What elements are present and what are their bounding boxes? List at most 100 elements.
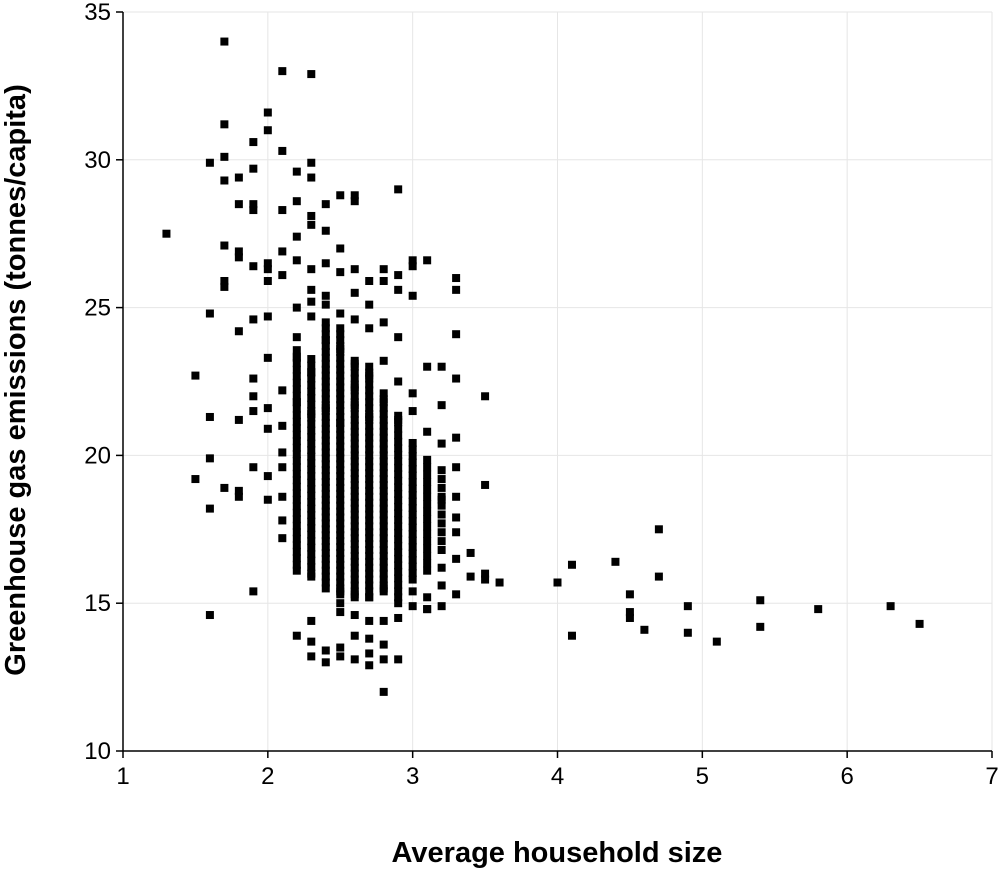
data-point xyxy=(365,504,374,513)
data-point xyxy=(379,421,388,430)
data-point xyxy=(336,395,345,404)
data-point xyxy=(379,616,388,625)
data-point xyxy=(307,368,316,377)
data-point xyxy=(394,470,403,479)
data-point xyxy=(379,427,388,436)
data-point xyxy=(321,342,330,351)
data-point xyxy=(394,463,403,472)
data-point xyxy=(205,504,214,513)
data-point xyxy=(321,395,330,404)
data-point xyxy=(350,415,359,424)
data-point xyxy=(307,652,316,661)
data-point xyxy=(365,410,374,419)
data-point xyxy=(278,448,287,457)
data-point xyxy=(408,569,417,578)
data-point xyxy=(321,300,330,309)
data-point xyxy=(336,401,345,410)
data-point xyxy=(452,374,461,383)
data-point xyxy=(336,430,345,439)
data-point xyxy=(437,563,446,572)
data-point xyxy=(205,412,214,421)
data-point xyxy=(292,469,301,478)
data-point xyxy=(481,480,490,489)
data-point xyxy=(408,291,417,300)
data-point xyxy=(350,655,359,664)
data-point xyxy=(365,557,374,566)
data-point xyxy=(437,602,446,611)
data-point xyxy=(408,464,417,473)
data-point xyxy=(394,567,403,576)
data-point xyxy=(292,303,301,312)
data-point xyxy=(191,371,200,380)
data-point xyxy=(350,563,359,572)
data-point xyxy=(321,525,330,534)
data-point xyxy=(234,415,243,424)
data-point xyxy=(321,560,330,569)
x-tick-label: 4 xyxy=(551,763,564,790)
data-point xyxy=(379,522,388,531)
data-point xyxy=(336,584,345,593)
data-point xyxy=(365,276,374,285)
data-point xyxy=(321,658,330,667)
data-point xyxy=(394,541,403,550)
data-point xyxy=(278,247,287,256)
data-point xyxy=(423,551,432,560)
data-point xyxy=(350,433,359,442)
data-point xyxy=(379,480,388,489)
data-point xyxy=(611,557,620,566)
data-point xyxy=(321,554,330,563)
data-point xyxy=(292,417,301,426)
data-point xyxy=(408,438,417,447)
data-point xyxy=(234,247,243,256)
data-point xyxy=(408,497,417,506)
data-point xyxy=(307,173,316,182)
data-point xyxy=(394,561,403,570)
data-point xyxy=(336,336,345,345)
data-point xyxy=(365,649,374,658)
data-point xyxy=(278,206,287,215)
data-point xyxy=(481,392,490,401)
data-point xyxy=(307,478,316,487)
data-point xyxy=(379,398,388,407)
data-point xyxy=(336,448,345,457)
data-point xyxy=(437,439,446,448)
data-point xyxy=(234,486,243,495)
data-point xyxy=(321,448,330,457)
data-point xyxy=(379,528,388,537)
data-point xyxy=(408,517,417,526)
data-point xyxy=(278,463,287,472)
data-point xyxy=(350,557,359,566)
x-tick-label: 5 xyxy=(696,763,709,790)
data-point xyxy=(365,593,374,602)
x-tick-label: 1 xyxy=(116,763,129,790)
data-point xyxy=(336,495,345,504)
data-point xyxy=(437,545,446,554)
data-point xyxy=(350,545,359,554)
data-point xyxy=(365,522,374,531)
data-point xyxy=(379,457,388,466)
data-point xyxy=(249,262,258,271)
data-point xyxy=(350,587,359,596)
data-point xyxy=(379,469,388,478)
data-point xyxy=(321,584,330,593)
data-point xyxy=(336,489,345,498)
data-point xyxy=(379,534,388,543)
data-point xyxy=(365,374,374,383)
data-point xyxy=(292,560,301,569)
data-point xyxy=(394,528,403,537)
data-point xyxy=(365,534,374,543)
data-point xyxy=(263,472,272,481)
data-point xyxy=(437,510,446,519)
data-point xyxy=(321,572,330,581)
data-point xyxy=(408,484,417,493)
data-point xyxy=(350,510,359,519)
data-point xyxy=(321,259,330,268)
data-point xyxy=(321,501,330,510)
data-point xyxy=(365,445,374,454)
data-point xyxy=(625,590,634,599)
data-point xyxy=(307,387,316,396)
data-point xyxy=(278,534,287,543)
data-point xyxy=(350,551,359,560)
data-point xyxy=(365,362,374,371)
data-point xyxy=(292,333,301,342)
